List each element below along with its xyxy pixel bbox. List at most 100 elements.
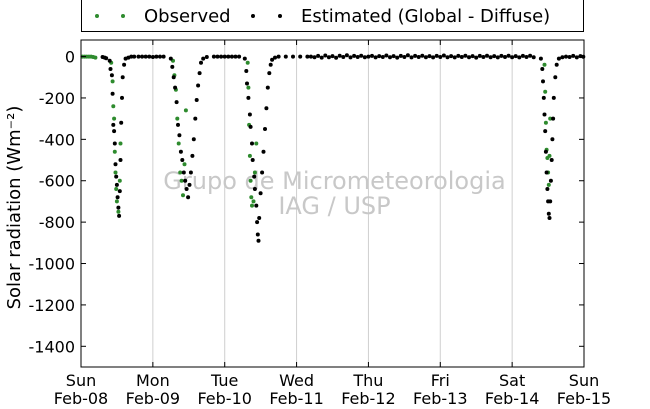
estimated-point: [110, 91, 115, 96]
estimated-point: [181, 170, 186, 175]
estimated-point: [416, 55, 421, 59]
estimated-point: [391, 54, 396, 59]
y-tick-label: -1000: [29, 255, 76, 274]
observed-point: [93, 55, 98, 60]
estimated-point: [517, 55, 522, 60]
estimated-point: [154, 54, 159, 59]
estimated-point: [545, 187, 550, 191]
legend-estimated-marker: [251, 14, 255, 18]
x-tick-label-date: Feb-12: [341, 389, 395, 408]
estimated-point: [492, 54, 497, 59]
estimated-point: [215, 54, 220, 59]
estimated-point: [441, 53, 446, 58]
estimated-point: [120, 95, 124, 100]
estimated-point: [115, 195, 120, 200]
y-tick-label: -400: [39, 130, 75, 149]
observed-point: [182, 162, 187, 167]
estimated-point: [116, 205, 121, 210]
estimated-point: [108, 67, 113, 71]
estimated-point: [423, 55, 428, 60]
estimated-point: [548, 178, 553, 183]
estimated-point: [547, 216, 552, 220]
legend-observed-marker: [121, 14, 125, 18]
estimated-point: [211, 54, 216, 59]
x-tick-label-day: Sat: [499, 371, 525, 390]
estimated-point: [413, 53, 418, 58]
x-tick-label-day: Sun: [569, 371, 599, 390]
estimated-point: [449, 54, 454, 59]
estimated-point: [567, 55, 572, 59]
estimated-point: [540, 67, 545, 71]
x-tick-label-day: Fri: [431, 371, 450, 390]
estimated-point: [553, 75, 558, 80]
estimated-point: [384, 53, 389, 58]
estimated-point: [264, 106, 269, 111]
x-tick-label-date: Feb-10: [197, 389, 251, 408]
estimated-point: [499, 53, 504, 58]
estimated-point: [237, 54, 242, 59]
y-tick-label: -1200: [29, 296, 76, 315]
estimated-point: [377, 54, 382, 59]
estimated-point: [104, 56, 109, 61]
estimated-point: [174, 100, 179, 105]
estimated-point: [556, 56, 561, 61]
legend: Observed Estimated (Global - Diffuse): [81, 0, 584, 32]
observed-point: [249, 195, 254, 200]
estimated-point: [543, 129, 548, 134]
x-tick-label-date: Feb-14: [485, 389, 539, 408]
estimated-point: [190, 153, 195, 158]
observed-point: [178, 170, 183, 175]
estimated-point: [140, 54, 145, 59]
observed-point: [114, 187, 119, 191]
estimated-point: [186, 195, 191, 200]
estimated-point: [470, 54, 475, 59]
estimated-point: [263, 127, 267, 131]
estimated-point: [427, 54, 432, 59]
observed-point: [110, 79, 115, 84]
y-tick-label: -200: [39, 89, 75, 108]
estimated-point: [248, 124, 253, 129]
estimated-point: [298, 54, 303, 59]
y-tick-label: -800: [39, 213, 75, 232]
estimated-point: [201, 56, 206, 61]
estimated-point: [197, 71, 202, 76]
estimated-point: [291, 54, 295, 59]
estimated-point: [111, 122, 116, 127]
estimated-point: [510, 55, 515, 60]
estimated-point: [459, 55, 464, 59]
estimated-point: [520, 53, 525, 58]
estimated-point: [538, 56, 543, 61]
estimated-point: [107, 58, 112, 63]
observed-point: [176, 141, 181, 146]
observed-point: [112, 116, 117, 121]
estimated-point: [261, 149, 266, 154]
estimated-point: [456, 53, 461, 58]
estimated-point: [438, 55, 443, 59]
estimated-point: [571, 53, 576, 58]
estimated-point: [380, 55, 385, 59]
estimated-point: [549, 158, 554, 162]
estimated-point: [219, 54, 224, 59]
estimated-point: [334, 55, 339, 60]
observed-point: [542, 62, 547, 67]
estimated-point: [323, 53, 328, 58]
watermark-line-2: IAG / USP: [278, 192, 390, 220]
estimated-point: [405, 53, 410, 58]
estimated-point: [129, 54, 134, 59]
estimated-point: [114, 174, 119, 179]
estimated-point: [257, 216, 262, 220]
estimated-point: [242, 56, 247, 61]
estimated-point: [117, 213, 122, 218]
estimated-point: [431, 55, 436, 60]
estimated-point: [183, 178, 188, 183]
estimated-point: [118, 158, 123, 162]
data-points: [80, 53, 586, 243]
estimated-point: [528, 53, 533, 58]
estimated-point: [247, 112, 252, 117]
observed-point: [547, 153, 552, 158]
estimated-point: [122, 62, 127, 67]
observed-point: [181, 193, 185, 198]
x-tick-label-date: Feb-13: [413, 389, 467, 408]
estimated-point: [173, 85, 178, 90]
